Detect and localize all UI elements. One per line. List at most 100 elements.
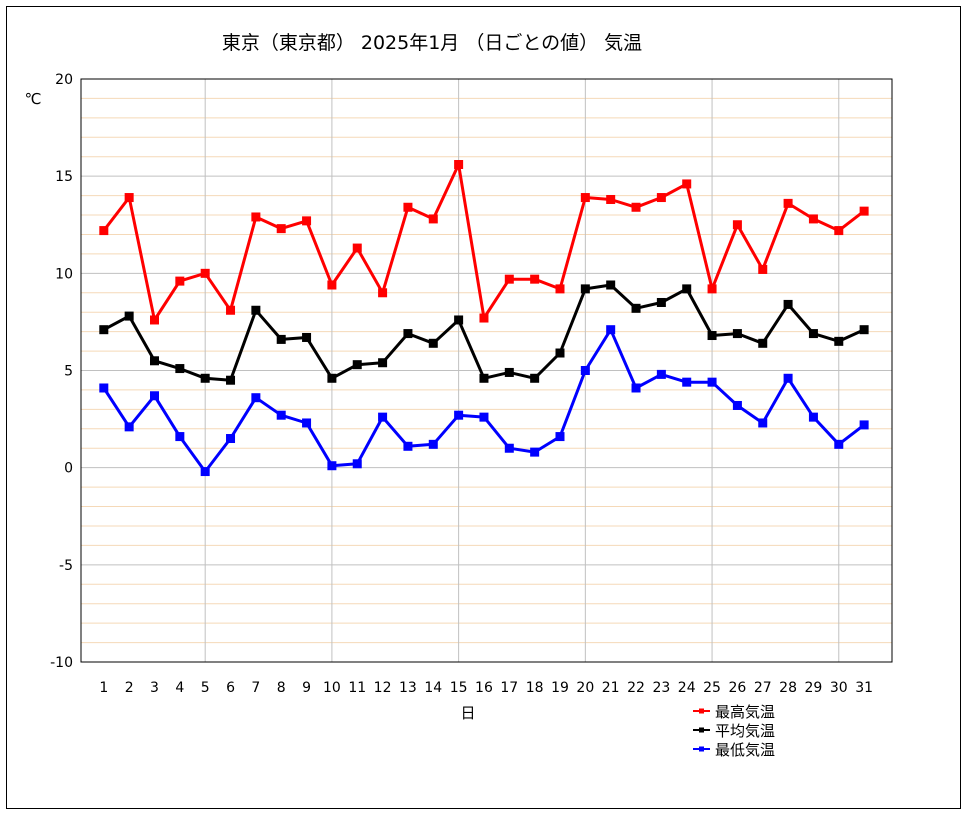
x-tick-label: 20 (576, 680, 594, 696)
data-point (656, 193, 666, 203)
data-point (149, 391, 159, 401)
data-point (124, 193, 134, 203)
chart-title: 東京（東京都） 2025年1月 （日ごとの値） 気温 (222, 32, 642, 54)
data-point (149, 356, 159, 366)
x-tick-label: 30 (830, 680, 848, 696)
plot-border (80, 78, 893, 663)
y-tick-label: 5 (64, 364, 73, 380)
data-point (251, 212, 261, 222)
series-3 (99, 325, 869, 477)
x-tick-label: 9 (302, 680, 311, 696)
data-point (251, 393, 261, 403)
data-point (378, 288, 388, 298)
data-point (175, 364, 185, 374)
data-point (808, 329, 818, 339)
data-point (783, 373, 793, 383)
data-point (226, 375, 236, 385)
y-tick-label: 10 (55, 266, 73, 282)
data-point (327, 461, 337, 471)
data-point (580, 366, 590, 375)
x-tick-label: 23 (652, 680, 670, 696)
y-tick-label: 15 (55, 169, 73, 185)
x-tick-label: 25 (703, 680, 721, 696)
data-point (251, 305, 261, 315)
data-point (302, 418, 312, 428)
x-tick-label: 4 (175, 680, 184, 696)
data-point (656, 297, 666, 307)
x-tick-label: 10 (323, 680, 341, 696)
y-tick-label: 0 (64, 461, 73, 477)
x-tick-label: 29 (805, 680, 823, 696)
data-point (479, 412, 489, 422)
data-point (631, 383, 641, 393)
data-point (859, 420, 869, 430)
legend-marker (699, 727, 704, 733)
x-tick-label: 26 (728, 680, 746, 696)
data-point (555, 348, 565, 358)
x-tick-label: 28 (779, 680, 797, 696)
x-tick-label: 22 (627, 680, 645, 696)
data-point (454, 160, 464, 170)
data-point (302, 332, 312, 342)
data-point (631, 303, 641, 313)
legend-marker (699, 746, 704, 752)
data-point (834, 336, 844, 346)
data-point (124, 311, 134, 321)
legend-marker (699, 708, 704, 714)
series-2 (99, 280, 869, 385)
data-point (732, 329, 742, 339)
data-point (732, 400, 742, 410)
data-point (479, 373, 489, 383)
data-point (555, 284, 565, 294)
data-point (606, 194, 616, 204)
data-point (783, 299, 793, 309)
axes (80, 78, 893, 663)
data-point (200, 467, 210, 477)
data-point (276, 334, 286, 344)
data-point (834, 226, 844, 236)
data-point (631, 202, 641, 212)
data-point (606, 280, 616, 290)
data-point (504, 367, 514, 377)
data-point (99, 325, 109, 335)
data-point (124, 422, 134, 432)
x-tick-label: 13 (399, 680, 417, 696)
x-tick-label: 17 (500, 680, 518, 696)
x-tick-label: 16 (475, 680, 493, 696)
x-tick-label: 24 (678, 680, 696, 696)
legend-entry: 最低気温 (715, 741, 775, 759)
data-point (504, 443, 514, 453)
data-point (403, 441, 413, 451)
data-point (530, 274, 540, 284)
data-point (859, 325, 869, 335)
data-point (454, 315, 464, 325)
data-point (732, 220, 742, 230)
x-tick-label: 8 (277, 680, 286, 696)
x-tick-label: 18 (526, 680, 544, 696)
data-point (808, 412, 818, 422)
data-point (530, 373, 540, 383)
data-point (175, 276, 185, 286)
x-tick-label: 19 (551, 680, 569, 696)
x-tick-label: 2 (125, 680, 134, 696)
chart-frame: 東京（東京都） 2025年1月 （日ごとの値） 気温 ℃ 日 -10 -5 0 5 10… (6, 6, 961, 809)
data-point (226, 434, 236, 444)
x-tick-label: 27 (754, 680, 772, 696)
data-point (378, 358, 388, 368)
data-point (758, 338, 768, 348)
legend-entry: 最高気温 (715, 703, 775, 721)
data-point (656, 369, 666, 379)
series-line (102, 163, 866, 322)
data-point (403, 329, 413, 339)
y-tick-label: -5 (59, 558, 73, 574)
data-point (555, 432, 565, 442)
data-point (428, 439, 438, 449)
x-tick-label: 6 (226, 680, 235, 696)
data-point (276, 224, 286, 234)
legend-entry: 平均気温 (715, 722, 775, 740)
data-point (200, 268, 210, 278)
x-tick-label: 11 (348, 680, 366, 696)
series-line (103, 283, 865, 382)
x-tick-label: 3 (150, 680, 159, 696)
data-point (352, 459, 362, 469)
